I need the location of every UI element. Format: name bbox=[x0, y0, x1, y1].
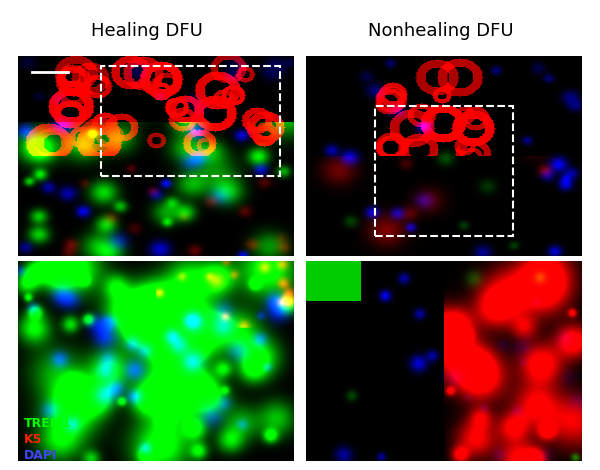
Bar bbox=[101, 66, 280, 176]
Text: Healing DFU: Healing DFU bbox=[91, 22, 203, 39]
Text: TREM1: TREM1 bbox=[23, 416, 71, 430]
Bar bbox=[375, 106, 513, 236]
Text: Nonhealing DFU: Nonhealing DFU bbox=[368, 22, 514, 39]
Text: K5: K5 bbox=[23, 432, 42, 446]
Text: DAPI: DAPI bbox=[23, 448, 57, 462]
